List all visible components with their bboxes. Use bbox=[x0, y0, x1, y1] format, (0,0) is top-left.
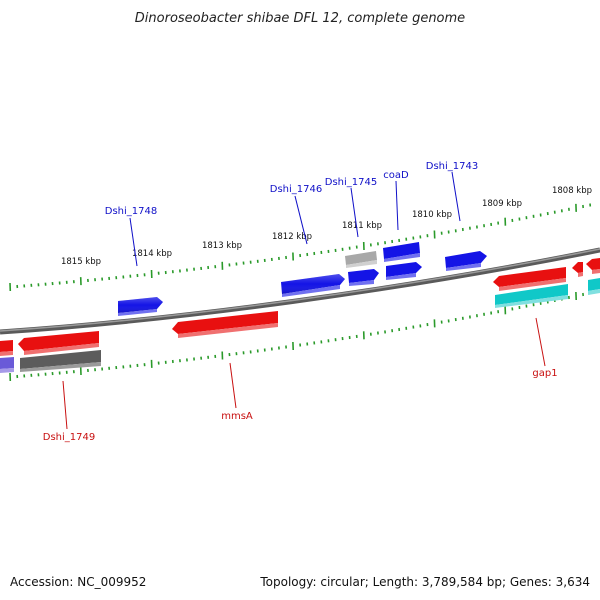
gene-arrow-right-edge-cyan[interactable] bbox=[588, 278, 600, 295]
gene-arrow-gap1-red[interactable] bbox=[493, 267, 566, 291]
genome-title: Dinoroseobacter shibae DFL 12, complete … bbox=[135, 11, 465, 26]
accession-text: Accession: NC_009952 bbox=[10, 575, 146, 589]
gene-arrow-coad-lower[interactable] bbox=[386, 262, 422, 280]
gene-label-dshi-1749[interactable]: Dshi_1749 bbox=[43, 432, 95, 443]
gene-arrow-dshi-1749-gray[interactable] bbox=[20, 350, 101, 372]
top-gene-labels: Dshi_1748 Dshi_1746 Dshi_1745 coaD Dshi_… bbox=[105, 161, 478, 217]
scale-label-1814: 1814 kbp bbox=[132, 249, 172, 259]
gene-arrow-dshi-1748[interactable] bbox=[118, 297, 163, 316]
gene-label-dshi-1745[interactable]: Dshi_1745 bbox=[325, 177, 377, 188]
scale-label-1812: 1812 kbp bbox=[272, 232, 312, 242]
gene-label-dshi-1746[interactable]: Dshi_1746 bbox=[270, 184, 322, 195]
gene-label-dshi-1743[interactable]: Dshi_1743 bbox=[426, 161, 478, 172]
gene-arrow-left-edge-purple[interactable] bbox=[0, 357, 14, 373]
scale-labels: 1815 kbp 1814 kbp 1813 kbp 1812 kbp 1811… bbox=[61, 186, 592, 267]
scale-label-1809: 1809 kbp bbox=[482, 199, 522, 209]
gene-arrow-dshi-1743[interactable] bbox=[445, 251, 487, 271]
gene-arrow-small-blue[interactable] bbox=[348, 269, 379, 286]
bottom-leader-lines bbox=[62, 317, 546, 430]
gene-label-coad[interactable]: coaD bbox=[383, 170, 409, 181]
gene-arrow-right-edge-red-small[interactable] bbox=[572, 262, 583, 277]
outer-scale-ticks bbox=[9, 203, 592, 292]
gene-arrows-reverse bbox=[0, 258, 600, 373]
gene-arrow-mmsa[interactable] bbox=[172, 311, 278, 338]
scale-label-1811: 1811 kbp bbox=[342, 221, 382, 231]
gene-arrow-dshi-1749-red[interactable] bbox=[18, 331, 99, 355]
topology-text: Topology: circular; Length: 3,789,584 bp… bbox=[259, 575, 590, 589]
gene-arrow-gap1-cyan[interactable] bbox=[495, 284, 568, 308]
gene-label-mmsa[interactable]: mmsA bbox=[221, 411, 253, 422]
gene-arrow-right-edge-red[interactable] bbox=[586, 258, 600, 274]
scale-label-1808: 1808 kbp bbox=[552, 186, 592, 196]
bottom-gene-labels: Dshi_1749 mmsA gap1 bbox=[43, 368, 558, 443]
gene-label-dshi-1748[interactable]: Dshi_1748 bbox=[105, 206, 157, 217]
scale-label-1815: 1815 kbp bbox=[61, 257, 101, 267]
gene-label-gap1[interactable]: gap1 bbox=[532, 368, 557, 379]
gene-arrow-coad[interactable] bbox=[383, 242, 420, 262]
genome-backbone-highlight bbox=[0, 248, 600, 332]
inner-scale-ticks bbox=[9, 291, 592, 382]
top-leader-lines bbox=[129, 171, 461, 267]
gene-arrows-forward bbox=[118, 242, 487, 316]
gene-arrow-dshi-1746[interactable] bbox=[281, 274, 345, 297]
genome-backbone bbox=[0, 247, 600, 335]
scale-label-1813: 1813 kbp bbox=[202, 241, 242, 251]
gene-arrow-left-edge-red[interactable] bbox=[0, 340, 13, 356]
gene-arrow-dshi-1745-gray[interactable] bbox=[345, 251, 377, 268]
scale-label-1810: 1810 kbp bbox=[412, 210, 452, 220]
